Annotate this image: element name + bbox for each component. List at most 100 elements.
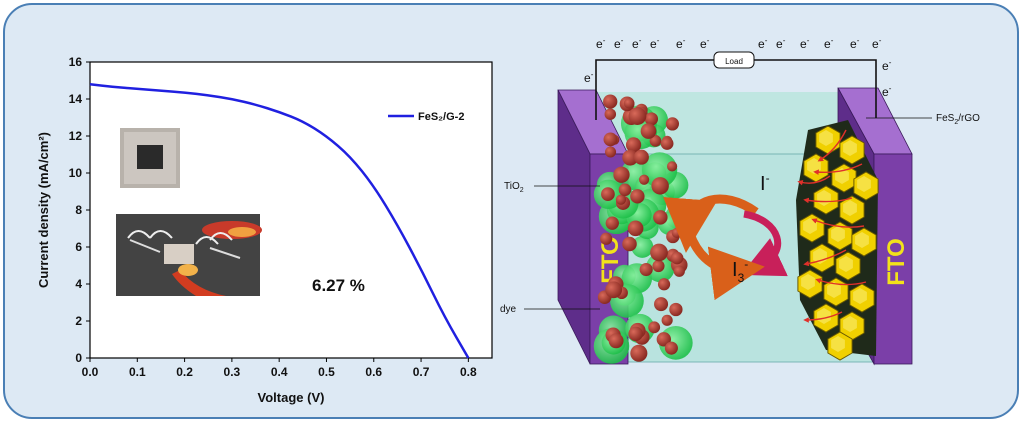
fto-right-face (873, 153, 913, 365)
x-axis-label: Voltage (V) (258, 390, 325, 405)
tio2-particle (627, 220, 644, 237)
electron-label: e- (584, 70, 594, 85)
tio2-particle (648, 321, 661, 334)
electron-label: e- (882, 58, 892, 73)
tio2-particle (671, 227, 683, 238)
y-axis-label: Current density (mA/cm²) (36, 132, 51, 288)
electron-label: e- (632, 36, 642, 51)
fes2-hexagon-highlight (819, 130, 833, 146)
electron-label: e- (650, 36, 660, 51)
fes2-hexagon-highlight (817, 308, 831, 324)
plot-area (89, 61, 493, 359)
electron-label: e- (800, 36, 810, 51)
fto-right-label: FTO (883, 238, 910, 286)
tio2-particle (601, 187, 615, 202)
tio2-particle (623, 98, 635, 109)
tio2-particle (656, 332, 672, 347)
electron-label: e- (824, 36, 834, 51)
tio2-particle (600, 232, 613, 245)
tio2-particle (639, 174, 650, 185)
tio2-particle (639, 262, 653, 277)
tio2-particle (673, 265, 685, 277)
fes2-hexagon-highlight (831, 336, 845, 352)
x-tick-label: 0.5 (318, 365, 335, 379)
tio2-particle (640, 123, 657, 139)
regeneration-arrow (685, 232, 765, 301)
tio2-particle (604, 108, 617, 120)
electron-flow-labels: e-e-e-e-e-e-e-e-e-e-e-e-e-e-e- (584, 36, 892, 99)
tio2-particle (608, 333, 624, 349)
y-tick-label: 4 (75, 277, 82, 291)
tio2-particle (669, 302, 683, 317)
electron-path (817, 129, 847, 162)
jv-curve (89, 82, 470, 359)
tio2-particle (660, 137, 674, 150)
tio2-particle (657, 278, 671, 291)
tio2-particle (630, 344, 648, 362)
fes2-hexagon-highlight (831, 226, 845, 242)
tio2-particle (670, 251, 684, 265)
efficiency-label: 6.27 % (312, 276, 365, 295)
fes2-hexagon-highlight (843, 316, 857, 332)
electron-path (811, 218, 865, 228)
fes2-hexagon-highlight (801, 274, 815, 290)
y-tick-label: 14 (69, 92, 83, 106)
tio2-particle (661, 314, 673, 326)
dssc-diagram: FTO FTO I- I3- Load e-e-e-e-e-e-e-e-e-e-… (500, 36, 980, 366)
electron-label: e- (700, 36, 710, 51)
fes2-hexagon-highlight (827, 282, 841, 298)
electron-path (803, 197, 853, 204)
tio2-particle (654, 297, 669, 312)
x-tick-label: 0.0 (82, 365, 99, 379)
electron-label: e- (596, 36, 606, 51)
dye-sphere (641, 152, 678, 188)
tio2-particle (613, 166, 630, 183)
setup-photo (116, 214, 262, 296)
electron-path (815, 278, 867, 286)
fes2-hexagon-highlight (843, 200, 857, 216)
electron-label: e- (614, 36, 624, 51)
tio2-particle (615, 194, 627, 205)
x-tick-label: 0.2 (176, 365, 193, 379)
tio2-particle (628, 326, 643, 342)
load-box (713, 51, 755, 69)
tio2-particle (603, 94, 618, 109)
tio2-particle (618, 183, 632, 197)
fes2-label: FeS2/rGO (936, 113, 980, 126)
tio2-particle (605, 281, 623, 299)
electron-transfer-paths (797, 129, 867, 323)
electron-path (803, 311, 843, 323)
x-tick-label: 0.7 (413, 365, 430, 379)
tio2-particle (653, 210, 668, 225)
electron-path (797, 175, 831, 186)
electron-label: e- (676, 36, 686, 51)
y-axis-ticks: 0 2 4 6 8 10 12 14 16 (69, 55, 90, 365)
fes2-hexagon-highlight (853, 288, 867, 304)
x-tick-label: 0.3 (224, 365, 241, 379)
electron-label: e- (758, 36, 768, 51)
tio2-particle (667, 161, 678, 172)
reduction-arrow (663, 194, 759, 253)
fes2-hexagon-highlight (857, 176, 871, 192)
legend-label: FeS₂/G-2 (418, 111, 464, 123)
tio2-particle (603, 132, 618, 147)
electron-label: e- (850, 36, 860, 51)
tio2-particle (605, 216, 619, 230)
y-tick-label: 16 (69, 55, 83, 69)
electron-path (803, 249, 847, 267)
y-tick-label: 2 (75, 314, 82, 328)
fes2-hexagon-highlight (855, 232, 869, 248)
tio2-particle (652, 259, 665, 273)
dye-label: dye (500, 304, 517, 315)
triiodide-label: I3- (732, 257, 748, 285)
tio2-particle (605, 146, 617, 158)
tio2-particle (625, 137, 642, 153)
load-label: Load (725, 57, 743, 66)
tio2-particle (633, 149, 649, 165)
tio2-particle (644, 112, 659, 126)
x-tick-label: 0.1 (129, 365, 146, 379)
tio2-particle (665, 117, 680, 131)
dye-sphere (631, 236, 654, 258)
tio2-particle (622, 236, 637, 252)
